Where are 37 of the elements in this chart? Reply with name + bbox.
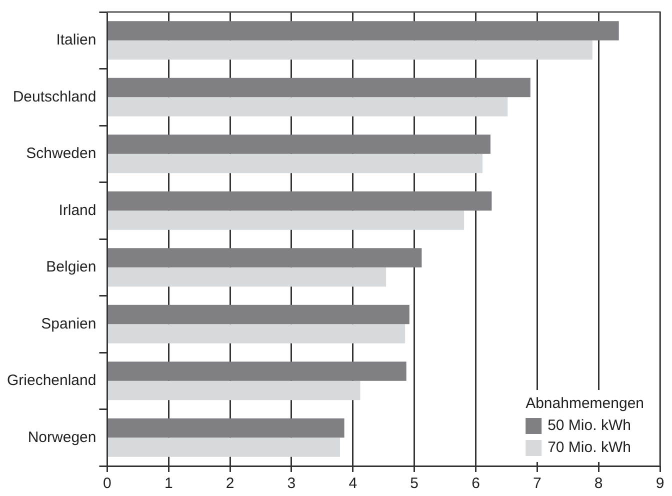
x-tick-label: 0 xyxy=(103,475,112,492)
y-tick-label: Griechenland xyxy=(6,372,96,390)
bar xyxy=(108,418,344,438)
y-tick-label: Norwegen xyxy=(28,428,96,446)
x-tick-label: 1 xyxy=(164,475,173,492)
x-tick-label: 2 xyxy=(226,475,234,492)
y-tick-label: Belgien xyxy=(46,258,96,276)
y-tick-label: Irland xyxy=(58,202,96,219)
x-tick-label: 9 xyxy=(656,475,664,492)
bar xyxy=(108,267,386,287)
bar xyxy=(108,304,410,324)
legend-title: Abnahmemengen xyxy=(526,395,644,412)
bar xyxy=(108,97,508,116)
bar xyxy=(108,362,406,381)
bar xyxy=(108,40,592,60)
y-tick-label: Spanien xyxy=(41,315,96,332)
y-tick-label: Schweden xyxy=(26,145,96,162)
y-tick-label: Deutschland xyxy=(12,88,96,106)
bar xyxy=(108,134,490,154)
bar xyxy=(108,154,482,174)
bar xyxy=(108,248,422,268)
bar xyxy=(108,210,464,230)
x-tick-label: 7 xyxy=(532,475,542,492)
bar xyxy=(108,438,340,457)
x-tick-label: 8 xyxy=(594,475,603,492)
x-tick-label: 3 xyxy=(287,475,296,492)
legend-label: 50 Mio. kWh xyxy=(548,417,631,434)
x-tick-label: 4 xyxy=(348,475,358,492)
bar xyxy=(108,380,360,400)
bar xyxy=(108,21,619,40)
x-tick-label: 6 xyxy=(472,475,480,492)
bar xyxy=(108,324,406,344)
legend-label: 70 Mio. kWh xyxy=(548,439,631,456)
y-tick-label: Italien xyxy=(56,32,96,49)
bar xyxy=(108,78,530,98)
bar xyxy=(108,191,492,211)
x-tick-label: 5 xyxy=(410,475,418,492)
